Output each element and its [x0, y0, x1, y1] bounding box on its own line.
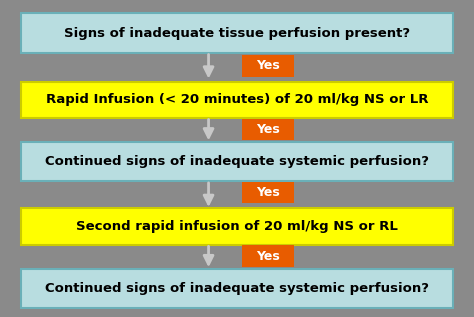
FancyBboxPatch shape [21, 142, 453, 181]
Text: Signs of inadequate tissue perfusion present?: Signs of inadequate tissue perfusion pre… [64, 27, 410, 40]
Text: Continued signs of inadequate systemic perfusion?: Continued signs of inadequate systemic p… [45, 282, 429, 295]
Text: Yes: Yes [256, 59, 280, 73]
Text: Second rapid infusion of 20 ml/kg NS or RL: Second rapid infusion of 20 ml/kg NS or … [76, 220, 398, 233]
Text: Rapid Infusion (< 20 minutes) of 20 ml/kg NS or LR: Rapid Infusion (< 20 minutes) of 20 ml/k… [46, 93, 428, 107]
Text: Yes: Yes [256, 249, 280, 263]
FancyBboxPatch shape [242, 245, 294, 267]
Text: Yes: Yes [256, 123, 280, 136]
FancyBboxPatch shape [21, 13, 453, 53]
FancyBboxPatch shape [242, 55, 294, 77]
FancyBboxPatch shape [21, 82, 453, 118]
Text: Continued signs of inadequate systemic perfusion?: Continued signs of inadequate systemic p… [45, 155, 429, 168]
FancyBboxPatch shape [21, 209, 453, 245]
FancyBboxPatch shape [242, 119, 294, 140]
FancyBboxPatch shape [21, 269, 453, 308]
Text: Yes: Yes [256, 186, 280, 199]
FancyBboxPatch shape [242, 182, 294, 203]
